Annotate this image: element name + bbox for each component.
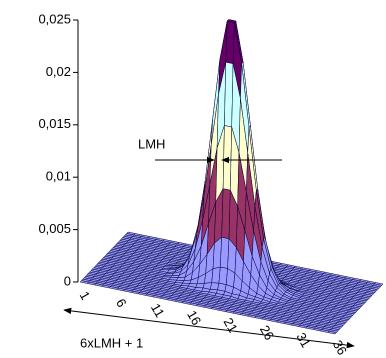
z-tick-label: 0,01 xyxy=(46,169,71,184)
annotation: LMH xyxy=(138,136,165,151)
z-tick-label: 0,02 xyxy=(46,64,71,79)
z-tick-label: 0,015 xyxy=(38,116,71,131)
x-tick-label: 11 xyxy=(148,301,168,320)
z-tick-label: 0 xyxy=(64,273,71,288)
x-tick-label: 1 xyxy=(77,289,94,303)
z-tick-label: 0,005 xyxy=(38,221,71,236)
x-tick-label: 26 xyxy=(257,323,277,343)
z-tick-label: 0,025 xyxy=(38,11,71,26)
annotation: 6xLMH + 1 xyxy=(80,335,143,350)
surface xyxy=(79,18,384,335)
x-tick-label: 36 xyxy=(330,337,350,357)
x-tick-label: 16 xyxy=(184,308,204,328)
x-tick-label: 6 xyxy=(113,296,130,310)
x-tick-label: 21 xyxy=(221,315,241,335)
width-arrow xyxy=(63,307,355,349)
